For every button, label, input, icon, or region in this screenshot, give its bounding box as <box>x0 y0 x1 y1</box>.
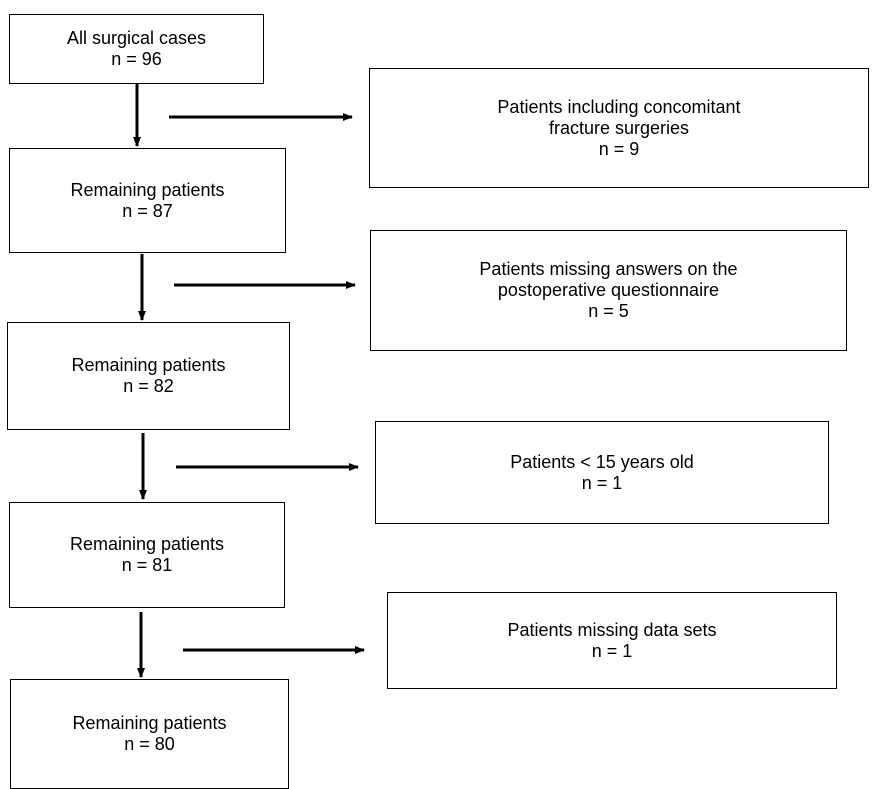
main-box-label: Remaining patients <box>69 534 225 554</box>
exclusion-box-fracture-surgeries: Patients including concomitant fracture … <box>369 68 869 188</box>
exclusion-box-missing-answers: Patients missing answers on the postoper… <box>370 230 847 351</box>
exclusion-line-2: fracture surgeries <box>548 117 690 138</box>
main-box-label: All surgical cases <box>66 28 207 48</box>
main-box-count: n = 82 <box>123 376 174 396</box>
main-box-all-cases: All surgical cases n = 96 <box>9 14 264 84</box>
exclusion-count: n = 9 <box>598 138 640 159</box>
main-box-remaining-81: Remaining patients n = 81 <box>9 502 285 608</box>
exclusion-line-1: Patients missing data sets <box>507 620 717 640</box>
main-box-remaining-80: Remaining patients n = 80 <box>10 679 289 789</box>
main-box-label: Remaining patients <box>71 355 226 375</box>
main-box-count: n = 80 <box>124 734 175 754</box>
exclusion-line-2: postoperative questionnaire <box>497 280 720 300</box>
exclusion-box-missing-data: Patients missing data sets n = 1 <box>387 592 837 689</box>
main-box-remaining-87: Remaining patients n = 87 <box>9 148 286 253</box>
exclusion-box-under-15: Patients < 15 years old n = 1 <box>375 421 829 524</box>
exclusion-line-1: Patients missing answers on the <box>479 259 738 279</box>
main-box-count: n = 96 <box>111 49 162 69</box>
exclusion-line-1: Patients < 15 years old <box>510 451 694 472</box>
main-box-label: Remaining patients <box>72 713 227 733</box>
main-box-remaining-82: Remaining patients n = 82 <box>7 322 290 430</box>
exclusion-count: n = 1 <box>591 641 633 661</box>
exclusion-count: n = 5 <box>588 301 629 321</box>
main-box-label: Remaining patients <box>70 179 225 200</box>
main-box-count: n = 81 <box>121 555 173 575</box>
exclusion-line-1: Patients including concomitant <box>497 96 741 117</box>
main-box-count: n = 87 <box>122 200 173 221</box>
exclusion-count: n = 1 <box>581 472 623 493</box>
